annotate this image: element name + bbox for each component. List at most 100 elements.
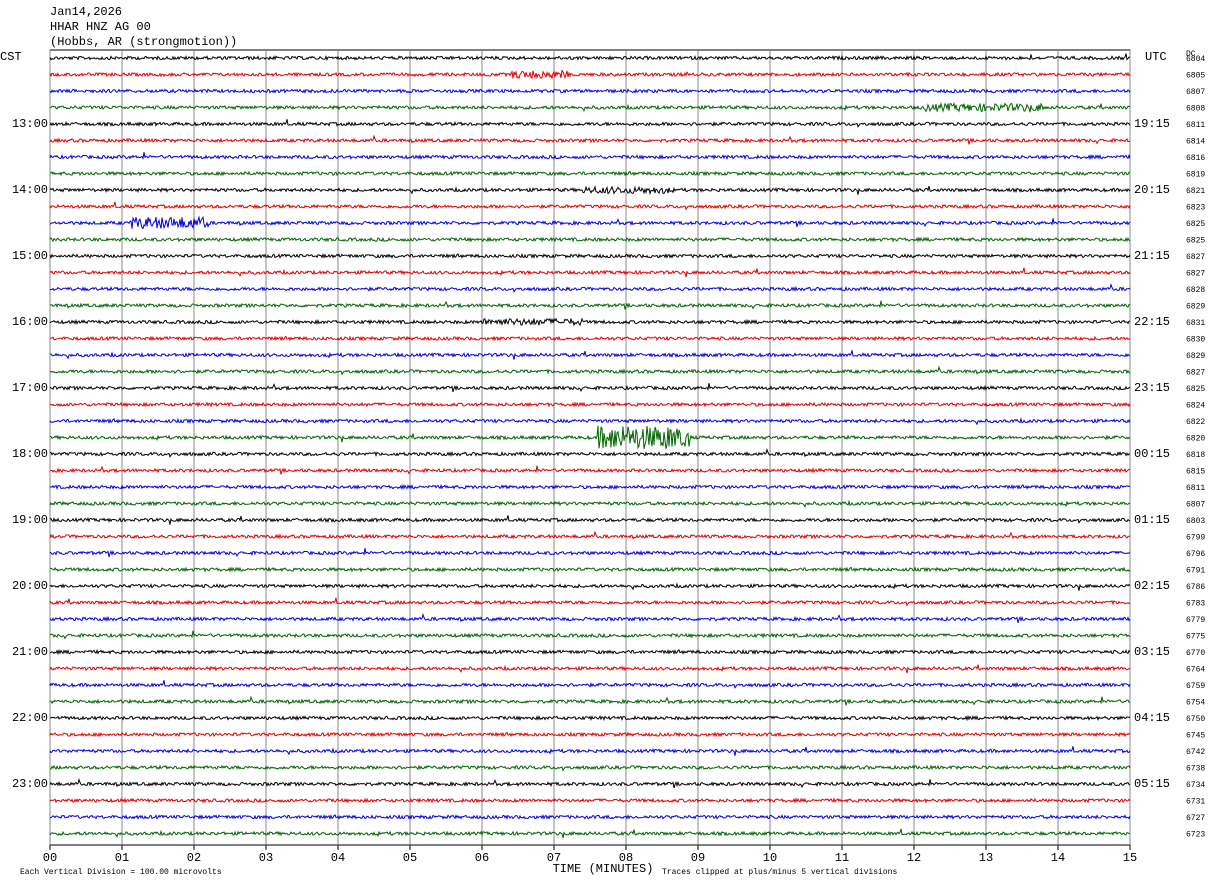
utc-label: 03:15 — [1134, 645, 1170, 659]
dc-label: 6807 — [1186, 88, 1205, 97]
dc-label: 6811 — [1186, 121, 1205, 130]
trace — [49, 648, 1131, 656]
dc-title: DC — [1186, 50, 1196, 59]
x-tick-label: 12 — [907, 851, 921, 865]
trace — [49, 664, 1131, 674]
dc-label: 6829 — [1186, 303, 1205, 312]
cst-label: 16:00 — [12, 315, 48, 329]
dc-label: 6754 — [1186, 699, 1205, 708]
x-tick-label: 15 — [1123, 851, 1137, 865]
dc-label: 6742 — [1186, 748, 1205, 757]
trace — [49, 401, 1131, 408]
trace — [49, 185, 1131, 196]
trace — [49, 317, 1131, 327]
cst-label: 21:00 — [12, 645, 48, 659]
dc-label: 6816 — [1186, 154, 1205, 163]
x-axis-title: TIME (MINUTES) — [553, 862, 654, 876]
x-tick-label: 06 — [475, 851, 489, 865]
trace — [49, 731, 1131, 738]
trace — [49, 465, 1131, 475]
trace — [49, 813, 1131, 820]
trace — [49, 778, 1131, 789]
dc-label: 6824 — [1186, 402, 1205, 411]
trace — [49, 283, 1131, 293]
cst-label: 19:00 — [12, 513, 48, 527]
dc-label: 6827 — [1186, 369, 1205, 378]
dc-label: 6796 — [1186, 550, 1205, 559]
trace — [49, 613, 1131, 624]
trace — [49, 236, 1131, 243]
title-line: HHAR HNZ AG 00 — [50, 20, 151, 34]
dc-label: 6819 — [1186, 171, 1205, 180]
dc-label: 6734 — [1186, 781, 1205, 790]
trace — [49, 764, 1131, 772]
trace — [49, 582, 1131, 591]
trace — [49, 797, 1131, 804]
trace — [49, 350, 1131, 360]
trace — [49, 152, 1131, 161]
dc-label: 6818 — [1186, 451, 1205, 460]
utc-label: 00:15 — [1134, 447, 1170, 461]
trace — [49, 417, 1131, 426]
trace — [50, 335, 1131, 342]
dc-label: 6738 — [1186, 765, 1205, 774]
clip-note: Traces clipped at plus/minus 5 vertical … — [662, 868, 897, 877]
dc-label: 6829 — [1186, 352, 1205, 361]
trace — [49, 499, 1131, 508]
dc-label: 6823 — [1186, 204, 1205, 213]
utc-label: 05:15 — [1134, 777, 1170, 791]
x-tick-label: 00 — [43, 851, 57, 865]
dc-label: 6764 — [1186, 666, 1205, 675]
trace — [49, 300, 1131, 310]
dc-label: 6831 — [1186, 319, 1205, 328]
x-tick-label: 07 — [547, 851, 561, 865]
dc-label: 6805 — [1186, 72, 1205, 81]
utc-label: 01:15 — [1134, 513, 1170, 527]
trace — [50, 425, 1131, 450]
trace — [49, 695, 1131, 706]
trace — [49, 483, 1131, 491]
trace — [50, 170, 1131, 177]
utc-label: 21:15 — [1134, 249, 1170, 263]
dc-label: 6811 — [1186, 484, 1205, 493]
trace — [49, 119, 1131, 128]
dc-label: 6828 — [1186, 286, 1205, 295]
trace — [49, 267, 1131, 278]
dc-label: 6822 — [1186, 418, 1205, 427]
left-axis-title: CST — [0, 50, 22, 64]
utc-label: 22:15 — [1134, 315, 1170, 329]
dc-label: 6727 — [1186, 814, 1205, 823]
trace — [49, 548, 1131, 558]
dc-label: 6723 — [1186, 831, 1205, 840]
x-tick-label: 04 — [331, 851, 345, 865]
dc-label: 6807 — [1186, 501, 1205, 510]
dc-label: 6830 — [1186, 336, 1205, 345]
dc-label: 6825 — [1186, 237, 1205, 246]
dc-label: 6799 — [1186, 534, 1205, 543]
dc-label: 6803 — [1186, 517, 1205, 526]
cst-label: 18:00 — [12, 447, 48, 461]
dc-label: 6820 — [1186, 435, 1205, 444]
utc-label: 20:15 — [1134, 183, 1170, 197]
dc-label: 6779 — [1186, 616, 1205, 625]
trace — [49, 101, 1130, 113]
dc-label: 6825 — [1186, 220, 1205, 229]
x-tick-label: 10 — [763, 851, 777, 865]
trace — [49, 530, 1130, 540]
trace — [49, 215, 1131, 230]
trace — [49, 746, 1131, 756]
dc-label: 6750 — [1186, 715, 1205, 724]
cst-label: 23:00 — [12, 777, 48, 791]
dc-label: 6804 — [1186, 55, 1205, 64]
dc-label: 6827 — [1186, 253, 1205, 262]
cst-label: 15:00 — [12, 249, 48, 263]
trace — [49, 714, 1131, 722]
trace — [49, 134, 1131, 145]
x-tick-label: 09 — [691, 851, 705, 865]
x-tick-label: 14 — [1051, 851, 1065, 865]
dc-label: 6759 — [1186, 682, 1205, 691]
utc-label: 23:15 — [1134, 381, 1170, 395]
dc-label: 6770 — [1186, 649, 1205, 658]
dc-label: 6791 — [1186, 567, 1205, 576]
